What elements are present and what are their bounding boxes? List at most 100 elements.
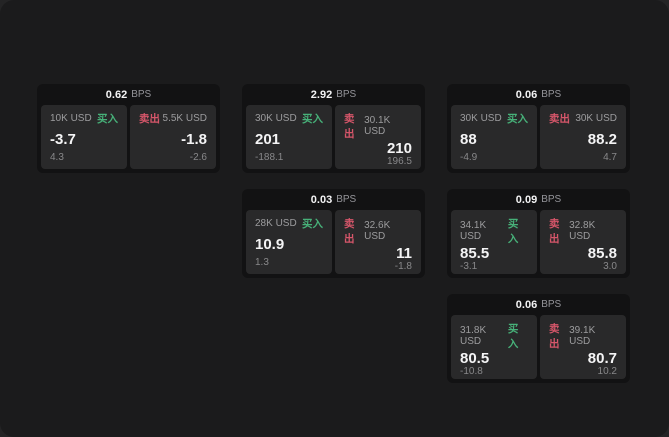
buy-quote-panel[interactable]: 31.8K USD 买入 80.5 -10.8 — [451, 315, 537, 379]
sell-quote-panel[interactable]: 卖出 39.1K USD 80.7 10.2 — [540, 315, 626, 379]
sell-side-label: 卖出 — [344, 218, 355, 245]
buy-delta: -4.9 — [460, 152, 478, 163]
sell-side-label: 卖出 — [344, 113, 355, 140]
sell-panel-top: 卖出 32.8K USD — [549, 216, 617, 246]
buy-panel-top: 34.1K USD 买入 — [460, 216, 528, 246]
card-body: 10K USD 买入 -3.7 4.3 卖出 5.5K USD -1.8 -2.… — [37, 105, 220, 173]
sell-panel-top: 卖出 30.1K USD — [344, 111, 412, 141]
buy-amount: 10K USD — [50, 113, 92, 124]
bps-value: 0.03 — [310, 193, 333, 206]
sell-panel-top: 卖出 39.1K USD — [549, 321, 617, 351]
sell-delta: 196.5 — [386, 156, 412, 167]
sell-price: -1.8 — [181, 130, 207, 148]
bps-unit-label: BPS — [336, 89, 357, 100]
buy-amount: 28K USD — [255, 218, 297, 229]
buy-quote-panel[interactable]: 10K USD 买入 -3.7 4.3 — [41, 105, 127, 169]
sell-amount: 32.6K USD — [364, 220, 391, 242]
card-header: 0.06 BPS — [447, 294, 630, 315]
sell-delta: 3.0 — [603, 261, 617, 272]
buy-quote-panel[interactable]: 30K USD 买入 201 -188.1 — [246, 105, 332, 169]
buy-panel-top: 10K USD 买入 — [50, 111, 118, 126]
card-header: 2.92 BPS — [242, 84, 425, 105]
sell-side-label: 卖出 — [549, 218, 560, 245]
sell-side-label: 卖出 — [139, 113, 160, 125]
buy-side-label: 买入 — [507, 113, 528, 125]
sell-side-label: 卖出 — [549, 113, 570, 125]
bps-value: 0.62 — [105, 88, 128, 101]
sell-price: 85.8 — [587, 245, 617, 262]
sell-price: 80.7 — [587, 350, 617, 367]
sell-amount: 32.8K USD — [569, 220, 596, 242]
sell-delta: 10.2 — [597, 366, 617, 377]
buy-panel-top: 31.8K USD 买入 — [460, 321, 528, 351]
quote-card: 0.09 BPS 34.1K USD 买入 85.5 -3.1 卖出 32.8K… — [447, 189, 630, 278]
bps-value: 2.92 — [310, 88, 333, 101]
buy-amount: 30K USD — [460, 113, 502, 124]
card-body: 30K USD 买入 201 -188.1 卖出 30.1K USD 210 1… — [242, 105, 425, 173]
sell-quote-panel[interactable]: 卖出 30.1K USD 210 196.5 — [335, 105, 421, 169]
buy-quote-panel[interactable]: 30K USD 买入 88 -4.9 — [451, 105, 537, 169]
bps-value: 0.06 — [515, 298, 538, 311]
bps-unit-label: BPS — [336, 194, 357, 205]
buy-amount: 30K USD — [255, 113, 297, 124]
card-header: 0.62 BPS — [37, 84, 220, 105]
quote-card: 2.92 BPS 30K USD 买入 201 -188.1 卖出 30.1K … — [242, 84, 425, 173]
buy-price: -3.7 — [50, 130, 76, 148]
buy-delta: 4.3 — [50, 152, 64, 163]
buy-panel-top: 30K USD 买入 — [460, 111, 528, 126]
card-body: 31.8K USD 买入 80.5 -10.8 卖出 39.1K USD 80.… — [447, 315, 630, 383]
buy-panel-top: 28K USD 买入 — [255, 216, 323, 231]
card-body: 34.1K USD 买入 85.5 -3.1 卖出 32.8K USD 85.8… — [447, 210, 630, 278]
sell-delta: -1.8 — [394, 261, 412, 272]
sell-amount: 30K USD — [575, 113, 617, 124]
quote-card: 0.06 BPS 31.8K USD 买入 80.5 -10.8 卖出 39.1… — [447, 294, 630, 383]
sell-delta: 4.7 — [603, 152, 617, 163]
card-header: 0.06 BPS — [447, 84, 630, 105]
buy-side-label: 买入 — [302, 218, 323, 230]
sell-quote-panel[interactable]: 卖出 30K USD 88.2 4.7 — [540, 105, 626, 169]
buy-price: 80.5 — [460, 350, 490, 367]
buy-panel-top: 30K USD 买入 — [255, 111, 323, 126]
buy-amount: 34.1K USD — [460, 220, 487, 242]
buy-delta: -188.1 — [255, 152, 284, 163]
card-body: 28K USD 买入 10.9 1.3 卖出 32.6K USD 11 -1.8 — [242, 210, 425, 278]
card-header: 0.09 BPS — [447, 189, 630, 210]
bps-unit-label: BPS — [541, 89, 562, 100]
sell-panel-top: 卖出 5.5K USD — [139, 111, 207, 126]
buy-quote-panel[interactable]: 34.1K USD 买入 85.5 -3.1 — [451, 210, 537, 274]
sell-delta: -2.6 — [189, 152, 207, 163]
sell-price: 11 — [396, 245, 412, 262]
bps-value: 0.09 — [515, 193, 538, 206]
card-body: 30K USD 买入 88 -4.9 卖出 30K USD 88.2 4.7 — [447, 105, 630, 173]
buy-side-label: 买入 — [507, 323, 519, 350]
buy-side-label: 买入 — [507, 218, 519, 245]
sell-amount: 5.5K USD — [162, 113, 207, 124]
sell-price: 210 — [386, 140, 412, 157]
bps-value: 0.06 — [515, 88, 538, 101]
sell-quote-panel[interactable]: 卖出 5.5K USD -1.8 -2.6 — [130, 105, 216, 169]
sell-price: 88.2 — [587, 130, 617, 148]
sell-panel-top: 卖出 32.6K USD — [344, 216, 412, 246]
buy-quote-panel[interactable]: 28K USD 买入 10.9 1.3 — [246, 210, 332, 274]
quote-card: 0.06 BPS 30K USD 买入 88 -4.9 卖出 30K USD 8… — [447, 84, 630, 173]
buy-amount: 31.8K USD — [460, 325, 487, 347]
quote-card: 0.03 BPS 28K USD 买入 10.9 1.3 卖出 32.6K US… — [242, 189, 425, 278]
bps-unit-label: BPS — [541, 194, 562, 205]
sell-amount: 39.1K USD — [569, 325, 596, 347]
buy-price: 201 — [255, 130, 281, 148]
sell-quote-panel[interactable]: 卖出 32.6K USD 11 -1.8 — [335, 210, 421, 274]
quote-card: 0.62 BPS 10K USD 买入 -3.7 4.3 卖出 5.5K USD… — [37, 84, 220, 173]
bps-unit-label: BPS — [541, 299, 562, 310]
sell-quote-panel[interactable]: 卖出 32.8K USD 85.8 3.0 — [540, 210, 626, 274]
buy-price: 85.5 — [460, 245, 490, 262]
buy-side-label: 买入 — [302, 113, 323, 125]
sell-amount: 30.1K USD — [364, 115, 391, 137]
buy-side-label: 买入 — [97, 113, 118, 125]
sell-side-label: 卖出 — [549, 323, 560, 350]
buy-delta: -3.1 — [460, 261, 478, 272]
card-header: 0.03 BPS — [242, 189, 425, 210]
buy-price: 88 — [460, 130, 477, 148]
buy-delta: -10.8 — [460, 366, 483, 377]
buy-price: 10.9 — [255, 235, 285, 253]
